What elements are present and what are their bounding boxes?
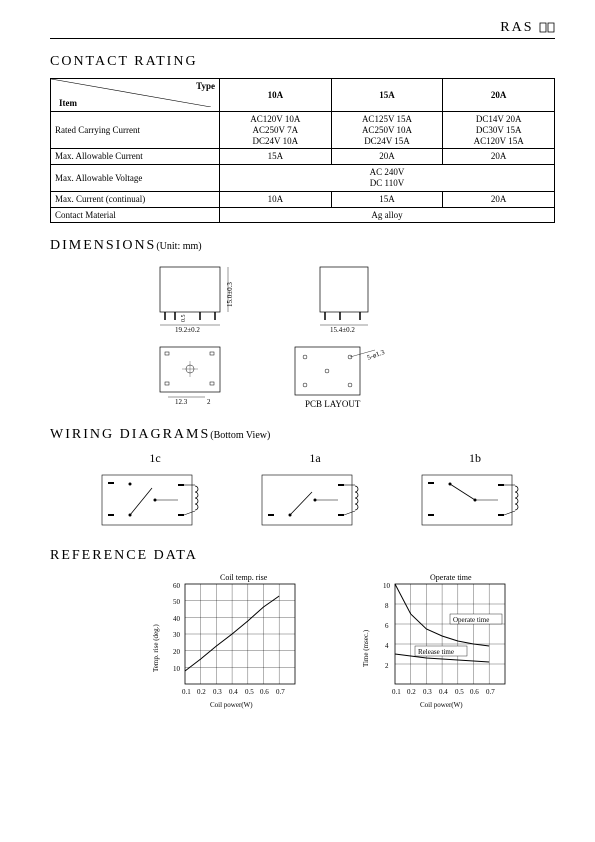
svg-text:Release time: Release time (418, 648, 454, 656)
wiring-1c (100, 470, 210, 530)
col-10a: 10A (220, 79, 332, 112)
svg-text:0.4: 0.4 (439, 688, 448, 696)
wiring-diagrams: 1c 1a (100, 451, 555, 533)
svg-text:0.7: 0.7 (276, 688, 285, 696)
svg-text:0.5: 0.5 (455, 688, 464, 696)
svg-text:0.1: 0.1 (182, 688, 191, 696)
svg-text:0.6: 0.6 (260, 688, 269, 696)
svg-text:0.2: 0.2 (197, 688, 206, 696)
svg-text:2: 2 (207, 398, 211, 406)
table-row: Rated Carrying Current AC120V 10AAC250V … (51, 112, 555, 149)
svg-text:60: 60 (173, 582, 181, 590)
svg-text:2: 2 (385, 662, 389, 670)
svg-text:20: 20 (173, 648, 181, 656)
svg-text:19.2±0.2: 19.2±0.2 (175, 326, 200, 332)
svg-text:0.2: 0.2 (407, 688, 416, 696)
svg-text:PCB LAYOUT: PCB LAYOUT (305, 399, 361, 409)
chart-coil-temp: Coil temp. rise (150, 572, 320, 715)
svg-text:Time (msec.): Time (msec.) (362, 630, 370, 668)
table-row: Max. Allowable Voltage AC 240VDC 110V (51, 165, 555, 192)
svg-text:Coil temp. rise: Coil temp. rise (220, 573, 268, 582)
dimension-drawings-row2: 12.3 2 5-ø1.3 PCB LAYOUT (150, 342, 555, 412)
book-icon (539, 22, 555, 34)
col-20a: 20A (443, 79, 555, 112)
wiring-1b (420, 470, 530, 530)
svg-text:15.4±0.2: 15.4±0.2 (330, 326, 355, 332)
chart-operate-time: Operate time 10 8 6 4 2 0.1 0.2 (360, 572, 530, 715)
wiring-label-1c: 1c (100, 451, 210, 466)
svg-text:8: 8 (385, 602, 389, 610)
svg-text:Coil power(W): Coil power(W) (420, 701, 463, 709)
svg-text:0.7: 0.7 (486, 688, 495, 696)
wiring-1a (260, 470, 370, 530)
reference-title: REFERENCE DATA (50, 548, 555, 564)
table-row: Contact Material Ag alloy (51, 207, 555, 223)
front-view: 19.2±0.2 15.0±0.3 0.5 (150, 262, 250, 332)
svg-text:10: 10 (383, 582, 391, 590)
svg-text:0.4: 0.4 (229, 688, 238, 696)
contact-rating-title: CONTACT RATING (50, 54, 555, 70)
wiring-title: WIRING DIAGRAMS(Bottom View) (50, 427, 555, 443)
wiring-label-1a: 1a (260, 451, 370, 466)
contact-rating-table: Type Item 10A 15A 20A Rated Carrying Cur… (50, 78, 555, 223)
table-row: Max. Current (continual) 10A 15A 20A (51, 191, 555, 207)
product-name: RAS (500, 20, 533, 35)
svg-text:0.5: 0.5 (181, 315, 187, 323)
svg-text:30: 30 (173, 631, 181, 639)
bottom-view: 12.3 2 (150, 342, 250, 412)
side-view: 15.4±0.2 (310, 262, 400, 332)
table-header-diag: Type Item (51, 79, 220, 112)
svg-text:40: 40 (173, 615, 181, 623)
col-15a: 15A (331, 79, 443, 112)
dimensions-title: DIMENSIONS(Unit: mm) (50, 238, 555, 254)
svg-text:50: 50 (173, 598, 181, 606)
svg-text:Coil power(W): Coil power(W) (210, 701, 253, 709)
pcb-layout: 5-ø1.3 PCB LAYOUT (290, 342, 410, 412)
svg-text:Operate time: Operate time (453, 616, 489, 624)
svg-text:0.3: 0.3 (423, 688, 432, 696)
svg-text:0.3: 0.3 (213, 688, 222, 696)
wiring-label-1b: 1b (420, 451, 530, 466)
svg-text:6: 6 (385, 622, 389, 630)
dimension-drawings-row1: 19.2±0.2 15.0±0.3 0.5 15.4±0.2 (150, 262, 555, 332)
svg-text:12.3: 12.3 (175, 398, 188, 406)
svg-text:0.6: 0.6 (470, 688, 479, 696)
svg-text:0.5: 0.5 (245, 688, 254, 696)
svg-text:Operate time: Operate time (430, 573, 472, 582)
svg-text:15.0±0.3: 15.0±0.3 (226, 282, 234, 307)
header: RAS (50, 20, 555, 39)
table-row: Max. Allowable Current 15A 20A 20A (51, 149, 555, 165)
svg-text:0.1: 0.1 (392, 688, 401, 696)
svg-text:4: 4 (385, 642, 389, 650)
reference-charts: Coil temp. rise (150, 572, 555, 715)
svg-text:5-ø1.3: 5-ø1.3 (366, 348, 386, 362)
svg-text:10: 10 (173, 665, 181, 673)
svg-text:Temp. rise (deg.): Temp. rise (deg.) (152, 624, 160, 672)
